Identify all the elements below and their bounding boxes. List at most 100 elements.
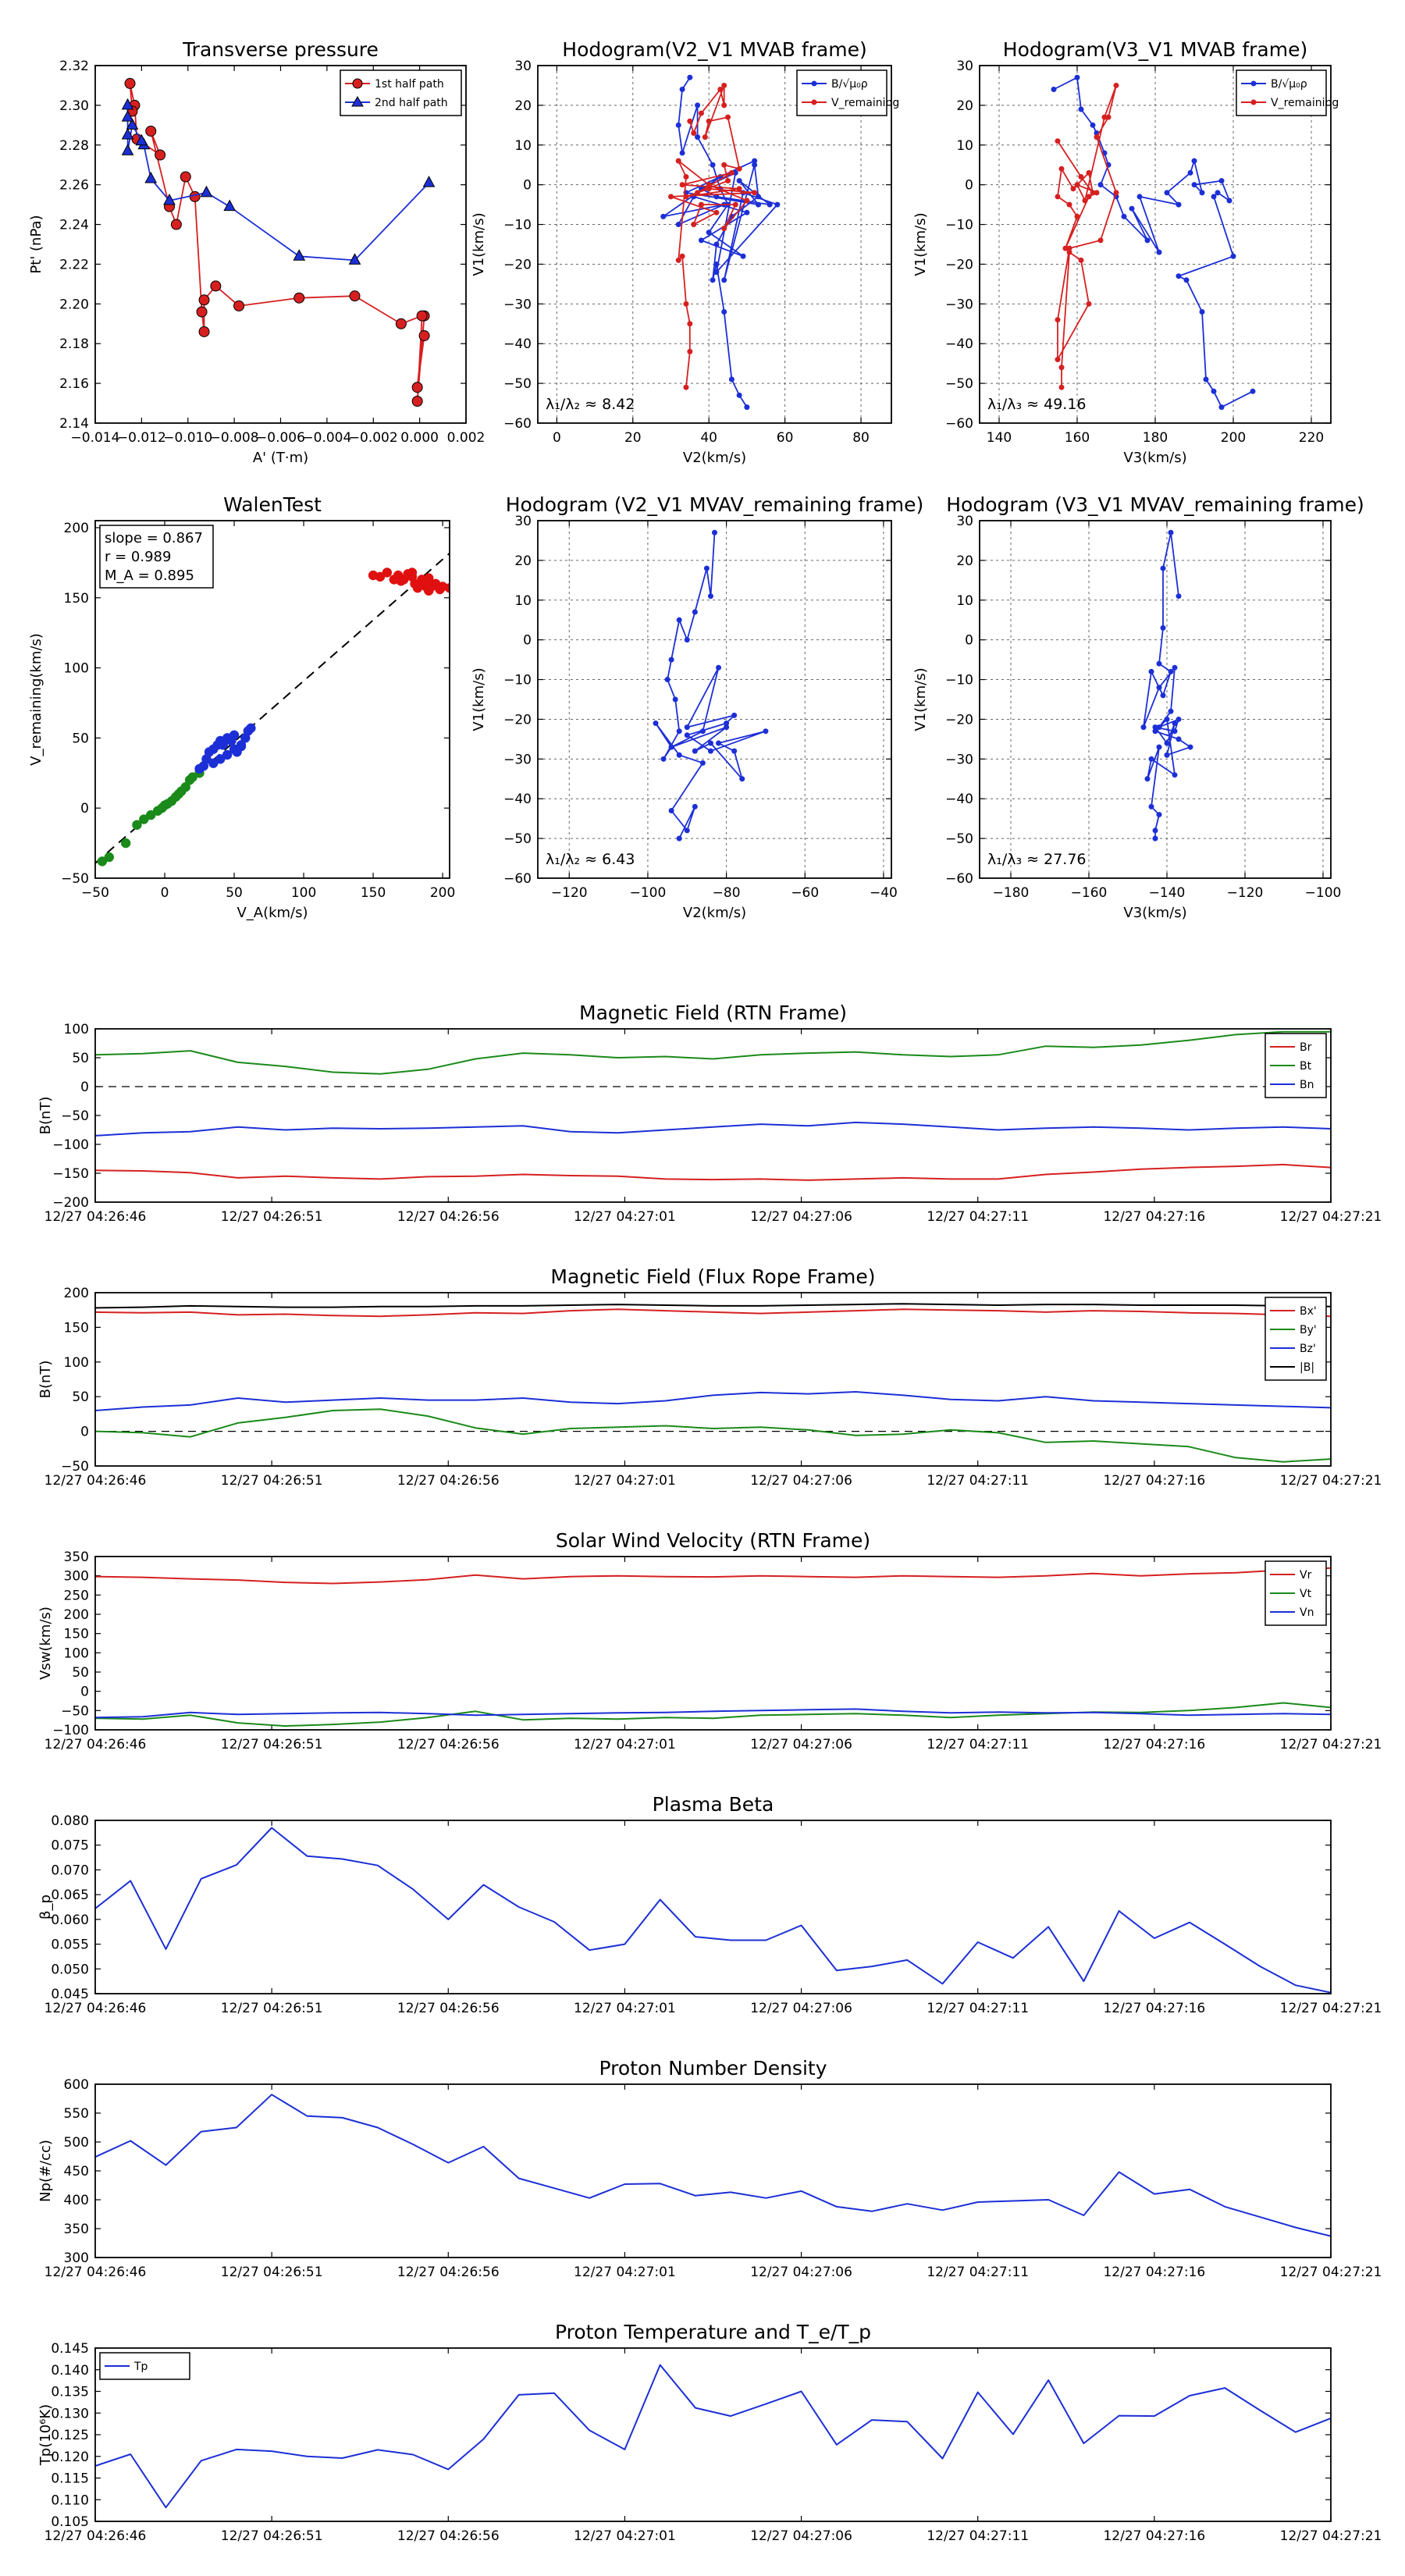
y-axis-label: V1(km/s) [471, 667, 487, 731]
data-point [692, 803, 698, 809]
y-tick-label: −40 [945, 336, 973, 352]
plot-area [121, 77, 436, 407]
data-point [679, 150, 685, 156]
legend-label: Bx' [1300, 1305, 1317, 1318]
x-tick-label: −100 [1305, 885, 1342, 901]
data-point [717, 87, 724, 93]
data-point [1066, 249, 1072, 255]
legend-marker [811, 99, 817, 105]
data-point [713, 241, 720, 247]
y-tick-label: 0 [80, 801, 89, 817]
data-point [1172, 720, 1178, 727]
data-point [756, 201, 762, 208]
series-line-Vt [95, 1702, 1331, 1727]
y-tick-label: −50 [945, 376, 973, 392]
legend-label: B/√μ₀ρ [1271, 78, 1307, 91]
series-line-By' [95, 1408, 1331, 1463]
x-tick-label: 12/27 04:27:01 [574, 2001, 676, 2016]
plot-frame [94, 65, 467, 424]
data-point [684, 637, 690, 643]
legend-box [1236, 69, 1327, 116]
chart-walen-test: WalenTest −50 0 50 100 150 200 −50 0 50 100 150 200 V… [28, 493, 455, 921]
x-tick-label: 12/27 04:27:21 [1280, 1737, 1382, 1752]
y-tick-label: 30 [514, 59, 532, 74]
chart-title: Plasma Beta [653, 1793, 774, 1816]
plot-area [95, 1303, 1331, 1463]
data-point [1058, 365, 1065, 371]
y-axis-label: V_remaining(km/s) [28, 633, 44, 766]
data-point [710, 277, 716, 283]
x-tick-label: 12/27 04:26:56 [397, 1209, 500, 1225]
stats-frame [99, 525, 214, 589]
data-point [1156, 812, 1162, 818]
data-point [121, 128, 134, 140]
data-point [664, 677, 670, 683]
y-tick-label: 0.140 [51, 2363, 89, 2379]
x-tick-label: 12/27 04:27:21 [1280, 1473, 1382, 1489]
x-tick-label: 12/27 04:26:51 [221, 2001, 323, 2016]
legend-label: 2nd half path [375, 97, 448, 109]
data-point [668, 656, 674, 663]
data-point [1055, 317, 1061, 323]
data-point [1156, 724, 1162, 731]
x-tick-label: 12/27 04:27:06 [750, 2528, 852, 2544]
data-point [1148, 803, 1154, 809]
legend: Bx' By' Bz' |B| [1264, 1297, 1327, 1381]
data-point [1176, 736, 1182, 742]
data-point [691, 130, 697, 137]
y-axis-label: Vsw(km/s) [37, 1606, 54, 1680]
data-point [676, 617, 682, 623]
y-tick-label: 150 [64, 591, 89, 607]
x-tick-label: 220 [1299, 430, 1324, 446]
data-point [725, 178, 731, 184]
data-point [706, 229, 712, 236]
x-tick-label: 12/27 04:27:06 [750, 2001, 852, 2016]
y-axis-label: V1(km/s) [912, 212, 929, 276]
legend-box [1264, 1297, 1327, 1381]
data-point [1160, 565, 1166, 571]
chart-proton-number-density: Proton Number Density 12/27 04:26:46 12/27… [37, 2057, 1382, 2280]
data-point [653, 720, 659, 727]
x-tick-label: −160 [1071, 885, 1108, 901]
plot-area [653, 529, 769, 841]
data-point [732, 201, 738, 208]
y-axis-label: Tp(10⁶K) [37, 2404, 54, 2466]
plot-area [95, 1827, 1331, 1994]
data-point [684, 827, 690, 834]
y-tick-label: 30 [956, 514, 973, 529]
chart-title: WalenTest [223, 493, 322, 516]
y-tick-label: 0.120 [51, 2450, 89, 2465]
legend-marker [352, 78, 363, 89]
stats-line: r = 0.989 [105, 549, 171, 565]
x-tick-label: −0.004 [302, 430, 351, 446]
data-point [691, 222, 697, 228]
data-point [736, 186, 742, 192]
chart-title: Magnetic Field (Flux Rope Frame) [550, 1265, 875, 1288]
data-point [684, 724, 690, 731]
x-tick-label: 0.002 [447, 430, 486, 446]
data-point [699, 760, 706, 766]
data-point [223, 199, 237, 212]
chart-title: Magnetic Field (RTN Frame) [579, 1002, 847, 1024]
data-point [687, 74, 693, 80]
data-point [444, 582, 450, 593]
data-point [713, 209, 720, 215]
data-point [189, 190, 201, 202]
x-tick-label: −0.012 [117, 430, 166, 446]
data-point [293, 249, 306, 261]
data-point [710, 162, 716, 168]
y-axis-label: β_p [37, 1895, 54, 1920]
data-point [692, 748, 698, 754]
data-point [1129, 205, 1135, 212]
data-point [145, 125, 157, 137]
x-tick-label: 100 [291, 885, 316, 901]
data-point [1156, 744, 1162, 750]
x-tick-label: 12/27 04:27:11 [927, 2528, 1029, 2544]
eigenvalue-ratio: λ₁/λ₂ ≈ 6.43 [546, 851, 635, 868]
y-tick-label: −10 [503, 673, 532, 688]
y-tick-label: 0.050 [51, 1962, 89, 1977]
y-tick-label: −50 [945, 831, 973, 847]
data-point [724, 724, 730, 731]
x-tick-label: −40 [870, 885, 898, 901]
